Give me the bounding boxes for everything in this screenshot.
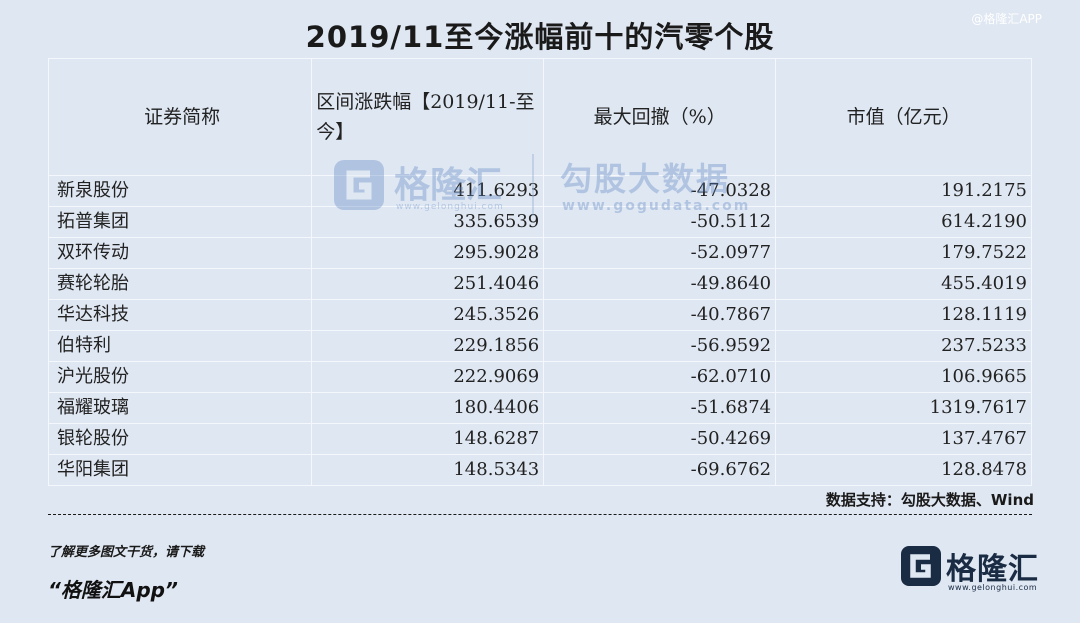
cell-name: 华阳集团 [47,454,313,486]
header-market-cap: 市值（亿元） [775,58,1032,176]
gelonghui-logo-icon [901,546,941,586]
cell-name: 新泉股份 [47,175,313,207]
cell-max-drawdown: -50.5112 [543,206,777,238]
cell-range-change: 180.4406 [311,392,545,424]
cell-market-cap: 1319.7617 [775,392,1032,424]
cell-max-drawdown: -50.4269 [543,423,777,455]
cell-range-change: 148.5343 [311,454,545,486]
cell-range-change: 245.3526 [311,299,545,331]
cell-range-change: 229.1856 [311,330,545,362]
cell-name: 沪光股份 [47,361,313,393]
download-note: 了解更多图文干货，请下载 [48,545,205,560]
table-row: 双环传动 295.9028 -52.0977 179.7522 [47,237,1032,269]
cell-name: 拓普集团 [47,206,313,238]
brand-name: 格隆汇 [946,552,1039,587]
table-row: 沪光股份 222.9069 -62.0710 106.9665 [47,361,1032,393]
table-row: 银轮股份 148.6287 -50.4269 137.4767 [47,423,1032,455]
table-row: 福耀玻璃 180.4406 -51.6874 1319.7617 [47,392,1032,424]
table-row: 新泉股份 411.6293 -47.0328 191.2175 [47,175,1032,207]
cell-range-change: 222.9069 [311,361,545,393]
cell-max-drawdown: -69.6762 [543,454,777,486]
page-title: 2019/11至今涨幅前十的汽零个股 [305,20,775,54]
cell-name: 伯特利 [47,330,313,362]
table-row: 华达科技 245.3526 -40.7867 128.1119 [47,299,1032,331]
cell-max-drawdown: -62.0710 [543,361,777,393]
cell-max-drawdown: -47.0328 [543,175,777,207]
header-range-change: 区间涨跌幅【2019/11-至今】 [311,58,545,176]
cell-market-cap: 128.1119 [775,299,1032,331]
cell-name: 华达科技 [47,299,313,331]
cell-max-drawdown: -52.0977 [543,237,777,269]
cell-name: 银轮股份 [47,423,313,455]
header-max-drawdown: 最大回撤（%） [543,58,777,176]
cell-max-drawdown: -51.6874 [543,392,777,424]
cell-market-cap: 455.4019 [775,268,1032,300]
cell-market-cap: 237.5233 [775,330,1032,362]
cell-market-cap: 179.7522 [775,237,1032,269]
stock-table: 证券简称 区间涨跌幅【2019/11-至今】 最大回撤（%） 市值（亿元） 新泉… [47,58,1032,486]
corner-tag: @格隆汇APP [971,12,1042,26]
table-row: 华阳集团 148.5343 -69.6762 128.8478 [47,454,1032,486]
cell-range-change: 295.9028 [311,237,545,269]
header-name: 证券简称 [47,58,313,176]
cell-market-cap: 128.8478 [775,454,1032,486]
table-row: 赛轮轮胎 251.4046 -49.8640 455.4019 [47,268,1032,300]
cell-market-cap: 106.9665 [775,361,1032,393]
cell-name: 福耀玻璃 [47,392,313,424]
cell-range-change: 148.6287 [311,423,545,455]
cell-market-cap: 191.2175 [775,175,1032,207]
cell-max-drawdown: -56.9592 [543,330,777,362]
table-row: 拓普集团 335.6539 -50.5112 614.2190 [47,206,1032,238]
divider [48,514,1032,515]
cell-name: 赛轮轮胎 [47,268,313,300]
cell-range-change: 411.6293 [311,175,545,207]
cell-range-change: 335.6539 [311,206,545,238]
cell-market-cap: 614.2190 [775,206,1032,238]
table-row: 伯特利 229.1856 -56.9592 237.5233 [47,330,1032,362]
cell-market-cap: 137.4767 [775,423,1032,455]
data-source: 数据支持：勾股大数据、Wind [825,491,1034,509]
cell-max-drawdown: -49.8640 [543,268,777,300]
cell-name: 双环传动 [47,237,313,269]
cell-range-change: 251.4046 [311,268,545,300]
app-name: “格隆汇App” [48,578,178,602]
cell-max-drawdown: -40.7867 [543,299,777,331]
table-header-row: 证券简称 区间涨跌幅【2019/11-至今】 最大回撤（%） 市值（亿元） [47,58,1032,176]
brand-url: www.gelonghui.com [948,583,1038,592]
